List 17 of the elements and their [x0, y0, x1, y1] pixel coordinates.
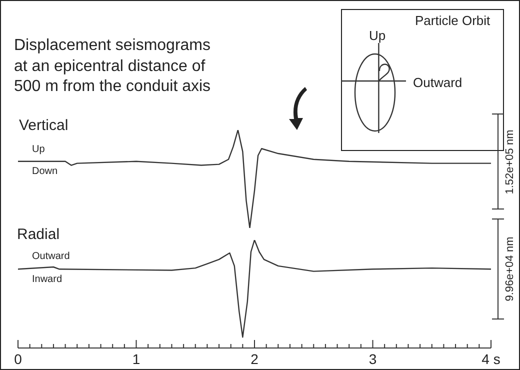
chart-subtitle: Radial	[17, 226, 60, 243]
text: Outward	[413, 75, 462, 90]
x-tick-label: 2	[250, 350, 259, 367]
x-tick-label: 1	[132, 350, 140, 367]
x-tick-label: 0	[14, 350, 22, 367]
annotation: Up	[32, 144, 45, 155]
annotation: Inward	[32, 274, 62, 285]
x-tick-label: 3	[368, 350, 377, 367]
text: 9.96e+04 nm	[504, 236, 516, 302]
text: 1.52e+05 nm	[504, 129, 516, 194]
x-tick-label: 4 s	[482, 350, 500, 367]
annotation: Down	[32, 166, 58, 177]
annotation: Outward	[32, 251, 70, 262]
text: Particle Orbit	[415, 13, 490, 28]
chart-title: Displacement seismograms at an epicentral distance of 500 m from the conduit axis	[14, 36, 212, 97]
text: Up	[369, 28, 386, 43]
chart-subtitle: Vertical	[19, 117, 68, 134]
